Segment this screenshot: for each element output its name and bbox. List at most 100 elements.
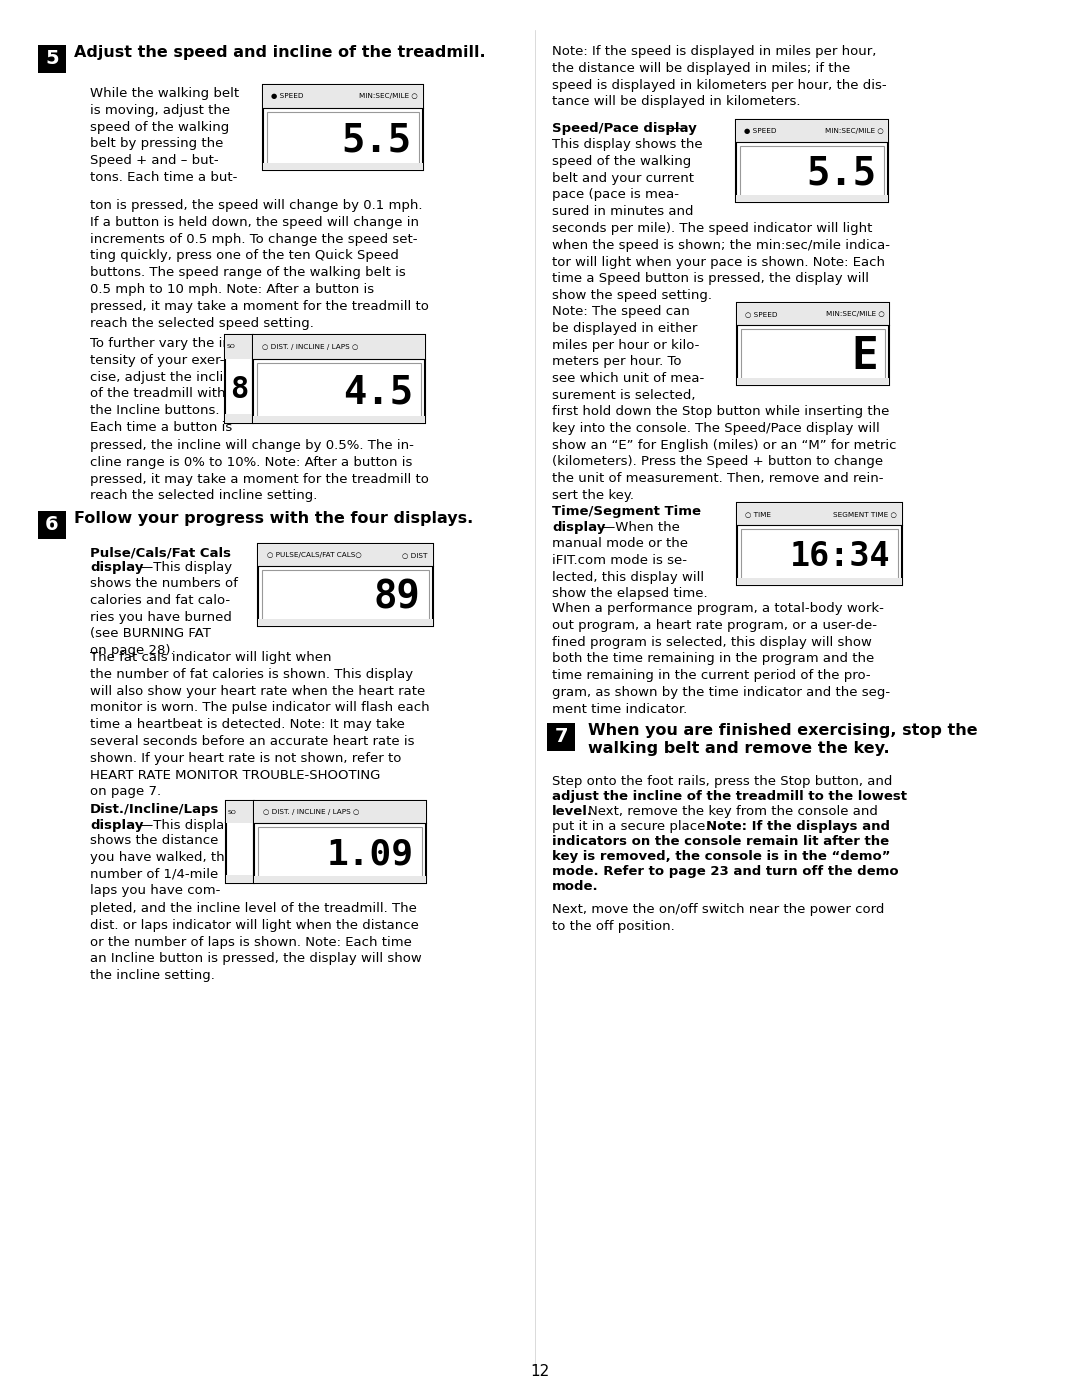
- Text: While the walking belt
is moving, adjust the
speed of the walking
belt by pressi: While the walking belt is moving, adjust…: [90, 87, 239, 184]
- Bar: [38, 45, 66, 73]
- Text: SO: SO: [227, 345, 235, 349]
- Bar: [254, 800, 426, 883]
- Bar: [225, 414, 253, 423]
- Bar: [737, 303, 889, 386]
- Text: The fat cals indicator will light when
the number of fat calories is shown. This: The fat cals indicator will light when t…: [90, 651, 430, 799]
- Bar: [258, 619, 433, 626]
- Text: level.: level.: [552, 805, 593, 819]
- Text: mode. Refer to page 23 and turn off the demo: mode. Refer to page 23 and turn off the …: [552, 865, 899, 877]
- Text: 16:34: 16:34: [789, 539, 890, 573]
- Text: This display shows the
speed of the walking
belt and your current
pace (pace is : This display shows the speed of the walk…: [552, 138, 703, 218]
- Text: Note: The speed can
be displayed in either
miles per hour or kilo-
meters per ho: Note: The speed can be displayed in eith…: [552, 305, 704, 402]
- Bar: [740, 147, 885, 198]
- Text: 4.5: 4.5: [342, 373, 413, 411]
- Text: key is removed, the console is in the “demo”: key is removed, the console is in the “d…: [552, 849, 891, 863]
- Text: Speed/Pace display: Speed/Pace display: [552, 122, 697, 136]
- Bar: [741, 529, 897, 581]
- Bar: [253, 335, 426, 423]
- Bar: [267, 112, 419, 166]
- Text: —This display: —This display: [140, 562, 232, 574]
- Text: SEGMENT TIME ○: SEGMENT TIME ○: [833, 511, 897, 517]
- Text: display: display: [90, 819, 144, 831]
- Text: seconds per mile). The speed indicator will light
when the speed is shown; the m: seconds per mile). The speed indicator w…: [552, 222, 890, 302]
- Text: Next, move the on/off switch near the power cord
to the off position.: Next, move the on/off switch near the po…: [552, 902, 885, 933]
- Text: 7: 7: [554, 728, 568, 746]
- Bar: [735, 120, 888, 203]
- Bar: [258, 827, 422, 879]
- Text: shows the numbers of
calories and fat calo-
ries you have burned
(see BURNING FA: shows the numbers of calories and fat ca…: [90, 577, 238, 657]
- Text: ○ TIME: ○ TIME: [745, 511, 771, 517]
- Text: pressed, the incline will change by 0.5%. The in-
cline range is 0% to 10%. Note: pressed, the incline will change by 0.5%…: [90, 439, 429, 503]
- Text: put it in a secure place.: put it in a secure place.: [552, 820, 710, 833]
- Bar: [741, 330, 885, 381]
- Bar: [737, 503, 902, 525]
- Text: shows the distance
you have walked, the
number of 1/4-mile
laps you have com-: shows the distance you have walked, the …: [90, 834, 233, 897]
- Text: Follow your progress with the four displays.: Follow your progress with the four displ…: [75, 511, 473, 527]
- Text: 8: 8: [230, 374, 248, 404]
- Text: ○ DIST. / INCLINE / LAPS ○: ○ DIST. / INCLINE / LAPS ○: [262, 809, 359, 814]
- Bar: [226, 875, 254, 883]
- Text: walking belt and remove the key.: walking belt and remove the key.: [588, 740, 890, 756]
- Bar: [546, 724, 575, 752]
- Text: indicators on the console remain lit after the: indicators on the console remain lit aft…: [552, 835, 889, 848]
- Text: Adjust the speed and incline of the treadmill.: Adjust the speed and incline of the trea…: [75, 45, 486, 60]
- Text: —: —: [667, 122, 680, 136]
- Text: ● SPEED: ● SPEED: [271, 94, 303, 99]
- Text: display: display: [552, 521, 606, 534]
- Bar: [258, 543, 433, 626]
- Bar: [735, 196, 888, 203]
- Text: MIN:SEC/MILE ○: MIN:SEC/MILE ○: [825, 129, 883, 134]
- Text: MIN:SEC/MILE ○: MIN:SEC/MILE ○: [826, 312, 885, 317]
- Bar: [257, 363, 421, 419]
- Bar: [737, 578, 902, 585]
- Bar: [254, 800, 426, 823]
- Text: first hold down the Stop button while inserting the
key into the console. The Sp: first hold down the Stop button while in…: [552, 405, 896, 502]
- Text: ● SPEED: ● SPEED: [744, 129, 777, 134]
- Text: 12: 12: [530, 1365, 550, 1379]
- Text: 5: 5: [45, 49, 58, 68]
- Bar: [737, 503, 902, 585]
- Text: Dist./Incline/Laps: Dist./Incline/Laps: [90, 803, 219, 816]
- Text: Step onto the foot rails, press the Stop button, and: Step onto the foot rails, press the Stop…: [552, 775, 892, 788]
- Bar: [226, 800, 254, 883]
- Text: 5.5: 5.5: [807, 154, 877, 193]
- Text: adjust the incline of the treadmill to the lowest: adjust the incline of the treadmill to t…: [552, 789, 907, 803]
- Bar: [258, 543, 433, 566]
- Text: When you are finished exercising, stop the: When you are finished exercising, stop t…: [588, 724, 977, 738]
- Bar: [225, 335, 253, 359]
- Text: ton is pressed, the speed will change by 0.1 mph.
If a button is held down, the : ton is pressed, the speed will change by…: [90, 198, 429, 330]
- Bar: [225, 335, 253, 423]
- Bar: [264, 85, 423, 108]
- Text: —When the: —When the: [602, 521, 680, 534]
- Text: 89: 89: [374, 578, 420, 616]
- Text: Note: If the displays and: Note: If the displays and: [706, 820, 890, 833]
- Text: ○ PULSE/CALS/FAT CALS○: ○ PULSE/CALS/FAT CALS○: [267, 552, 362, 557]
- Bar: [264, 85, 423, 170]
- Text: ○ DIST. / INCLINE / LAPS ○: ○ DIST. / INCLINE / LAPS ○: [261, 344, 357, 349]
- Text: mode.: mode.: [552, 880, 598, 893]
- Text: To further vary the in-
tensity of your exer-
cise, adjust the incline
of the tr: To further vary the in- tensity of your …: [90, 337, 240, 434]
- Text: MIN:SEC/MILE ○: MIN:SEC/MILE ○: [360, 94, 418, 99]
- Text: 6: 6: [45, 515, 58, 535]
- Text: pleted, and the incline level of the treadmill. The
dist. or laps indicator will: pleted, and the incline level of the tre…: [90, 902, 422, 982]
- Text: 5.5: 5.5: [341, 122, 411, 159]
- Text: Next, remove the key from the console and: Next, remove the key from the console an…: [588, 805, 878, 819]
- Bar: [226, 800, 254, 823]
- Text: 1.09: 1.09: [327, 837, 414, 872]
- Bar: [737, 379, 889, 386]
- Text: E: E: [851, 335, 878, 377]
- Text: When a performance program, a total-body work-
out program, a heart rate program: When a performance program, a total-body…: [552, 602, 890, 715]
- Text: display: display: [90, 562, 144, 574]
- Text: manual mode or the
iFIT.com mode is se-
lected, this display will
show the elaps: manual mode or the iFIT.com mode is se- …: [552, 536, 707, 601]
- Text: ○ DIST: ○ DIST: [403, 552, 428, 557]
- Bar: [253, 335, 426, 359]
- Text: Note: If the speed is displayed in miles per hour,
the distance will be displaye: Note: If the speed is displayed in miles…: [552, 45, 887, 109]
- Bar: [264, 163, 423, 170]
- Bar: [253, 416, 426, 423]
- Text: Pulse/Cals/Fat Cals: Pulse/Cals/Fat Cals: [90, 546, 231, 559]
- Bar: [38, 511, 66, 539]
- Text: SO: SO: [228, 810, 237, 814]
- Text: —This display: —This display: [140, 819, 232, 831]
- Bar: [735, 120, 888, 142]
- Text: ○ SPEED: ○ SPEED: [744, 312, 778, 317]
